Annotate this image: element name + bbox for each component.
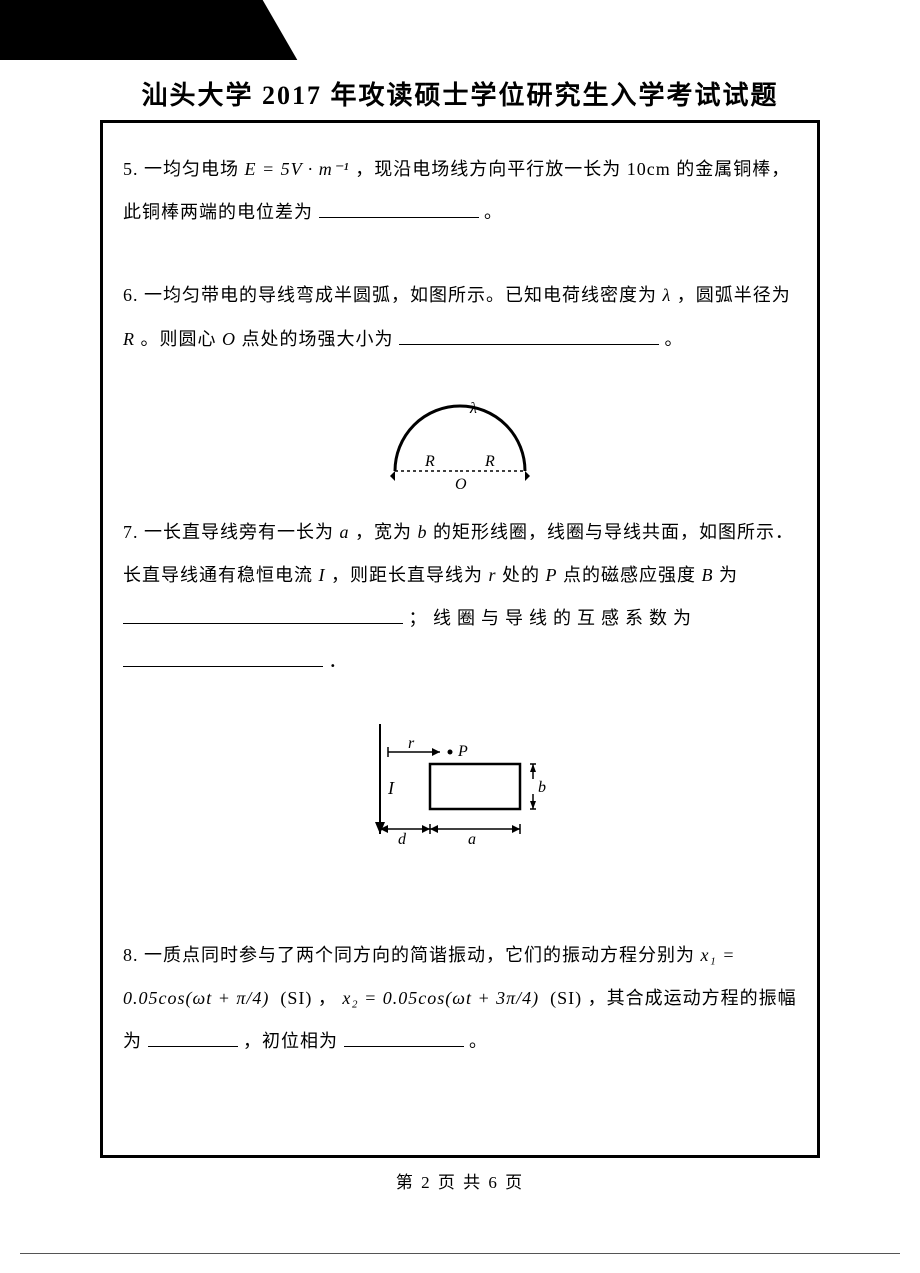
q6-period: 。 [665, 329, 684, 349]
q7-blank-2 [123, 646, 323, 668]
q6-O: O [222, 329, 236, 349]
fig-O-label: O [455, 476, 467, 493]
q7-P: P [546, 565, 558, 585]
q7-a: a [340, 522, 350, 542]
q8-eq2: x₂ = 0.05cos(ωt + 3π/4) [342, 988, 539, 1008]
q7-t8: 线圈与导线的互感系数为 [433, 608, 697, 628]
fig-lambda-label: λ [469, 400, 477, 417]
q5-lead: 5. 一均匀电场 [123, 159, 245, 179]
q6-blank [399, 323, 659, 345]
q6-t3: 。则圆心 [141, 329, 223, 349]
q7-period: ． [329, 651, 348, 671]
q5-formula: E = 5V · m⁻¹ [245, 159, 350, 179]
q8-si1: (SI) [280, 988, 312, 1008]
q7-t5: 处的 [502, 565, 546, 585]
q8-period: 。 [469, 1031, 488, 1051]
q7-B: B [702, 565, 714, 585]
page-footer: 第 2 页 共 6 页 [0, 1168, 920, 1193]
fig7-b: b [538, 779, 546, 796]
q8-comma: ， [318, 988, 337, 1008]
figure-rect-coil: r P I b d [123, 724, 797, 854]
figure-semicircle: λ R R O [123, 401, 797, 491]
fig-R-left: R [424, 453, 435, 470]
question-6: 6. 一均匀带电的导线弯成半圆弧，如图所示。已知电荷线密度为 λ ，圆弧半径为 … [123, 274, 797, 360]
bottom-edge-line [20, 1253, 900, 1254]
q7-t6: 点的磁感应强度 [563, 565, 702, 585]
q7-mid: ； [409, 608, 428, 628]
q7-blank-1 [123, 603, 403, 625]
q8-t1: 8. 一质点同时参与了两个同方向的简谐振动，它们的振动方程分别为 [123, 945, 701, 965]
scan-shadow [0, 0, 297, 60]
q5-blank [319, 197, 479, 219]
fig7-r: r [408, 735, 415, 752]
q7-t2: ，宽为 [355, 522, 418, 542]
q7-t7: 为 [719, 565, 738, 585]
q6-R: R [123, 329, 135, 349]
fig7-P: P [457, 743, 468, 760]
q7-I: I [319, 565, 326, 585]
question-7: 7. 一长直导线旁有一长为 a ，宽为 b 的矩形线圈，线圈与导线共面，如图所示… [123, 511, 797, 684]
q8-si2: (SI) [550, 988, 582, 1008]
fig7-I: I [387, 778, 395, 798]
q7-t1: 7. 一长直导线旁有一长为 [123, 522, 340, 542]
question-8: 8. 一质点同时参与了两个同方向的简谐振动，它们的振动方程分别为 x₁ = 0.… [123, 934, 797, 1064]
fig-R-right: R [484, 453, 495, 470]
q7-b: b [418, 522, 428, 542]
question-5: 5. 一均匀电场 E = 5V · m⁻¹ ，现沿电场线方向平行放一长为 10c… [123, 148, 797, 234]
q6-t1: 6. 一均匀带电的导线弯成半圆弧，如图所示。已知电荷线密度为 [123, 285, 663, 305]
q7-t4: ，则距长直导线为 [331, 565, 489, 585]
content-frame: 5. 一均匀电场 E = 5V · m⁻¹ ，现沿电场线方向平行放一长为 10c… [100, 123, 820, 1158]
page: 汕头大学 2017 年攻读硕士学位研究生入学考试试题 5. 一均匀电场 E = … [0, 0, 920, 1273]
q8-blank-1 [148, 1025, 238, 1047]
q6-lambda: λ [663, 285, 672, 305]
q5-period: 。 [484, 202, 503, 222]
q8-blank-2 [344, 1025, 464, 1047]
q6-t2: ，圆弧半径为 [677, 285, 791, 305]
q6-t4: 点处的场强大小为 [242, 329, 394, 349]
fig7-a: a [468, 831, 476, 848]
fig7-d: d [398, 831, 407, 848]
q7-r: r [489, 565, 497, 585]
q8-sep: ，初位相为 [243, 1031, 338, 1051]
